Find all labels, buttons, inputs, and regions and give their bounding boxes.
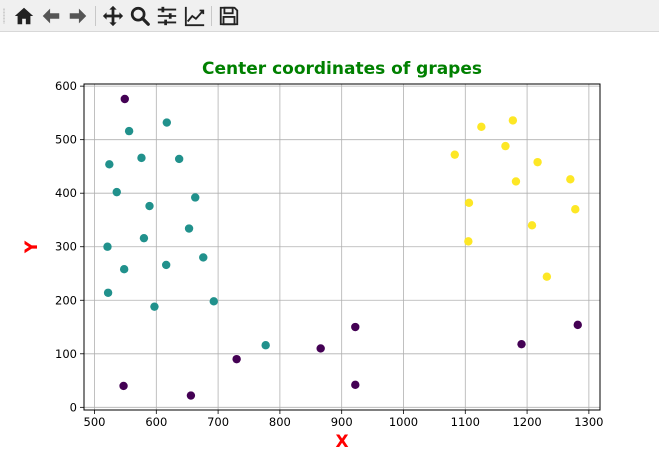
toolbar-separator	[95, 6, 96, 26]
y-tick-label: 100	[55, 347, 77, 361]
scatter-point	[162, 118, 172, 127]
x-tick-label: 700	[207, 415, 229, 429]
scatter-point	[184, 224, 194, 233]
scatter-point	[119, 265, 129, 274]
scatter-point	[450, 150, 459, 159]
scatter-point	[316, 344, 325, 353]
scatter-point	[124, 126, 134, 136]
scatter-point	[209, 297, 218, 306]
navigation-toolbar	[0, 0, 659, 32]
y-tick-label: 300	[55, 240, 77, 254]
x-tick-label: 500	[84, 415, 106, 429]
x-tick-label: 1200	[512, 415, 541, 429]
x-tick-label: 600	[145, 415, 167, 429]
toolbar-grip[interactable]	[3, 8, 5, 24]
line-chart-icon	[184, 6, 205, 27]
home-icon	[14, 7, 34, 25]
y-tick-label: 200	[55, 293, 77, 307]
scatter-points	[103, 94, 582, 400]
scatter-point	[191, 193, 200, 202]
magnifier-icon	[130, 6, 150, 26]
scatter-point	[112, 187, 121, 197]
scatter-point	[566, 175, 575, 184]
scatter-point	[261, 341, 270, 350]
scatter-point	[542, 272, 552, 281]
figure-canvas[interactable]: 500 600 700 800 900 1000 1100 1200 1300 0 100 200 30…	[0, 32, 659, 455]
scatter-point	[511, 177, 521, 186]
home-button[interactable]	[12, 4, 36, 28]
scatter-point	[150, 302, 159, 311]
scatter-point	[517, 339, 526, 349]
sliders-icon	[157, 6, 177, 26]
scatter-point	[508, 116, 518, 125]
scatter-point	[533, 157, 542, 167]
edit-axes-button[interactable]	[183, 4, 207, 28]
x-tick-label: 1300	[574, 415, 603, 429]
toolbar-separator	[211, 6, 212, 26]
grid	[84, 84, 600, 410]
scatter-point	[501, 141, 510, 151]
scatter-point	[477, 122, 486, 132]
scatter-point	[103, 288, 113, 297]
scatter-point	[145, 201, 154, 211]
x-tick-label: 900	[331, 415, 353, 429]
scatter-point	[527, 221, 537, 230]
scatter-point	[105, 160, 114, 169]
scatter-point	[186, 391, 196, 400]
scatter-point	[174, 154, 184, 164]
scatter-point	[571, 205, 580, 214]
forward-button[interactable]	[66, 4, 90, 28]
y-tick-label: 400	[55, 186, 77, 200]
pan-button[interactable]	[101, 4, 125, 28]
scatter-chart: 500 600 700 800 900 1000 1100 1200 1300 0 100 200 30…	[22, 59, 604, 452]
y-tick-label: 500	[55, 133, 77, 147]
scatter-point	[119, 381, 128, 391]
scatter-point	[103, 242, 112, 251]
x-axis-label: X	[335, 432, 348, 452]
scatter-point	[161, 260, 171, 270]
y-axis-label: Y	[22, 240, 42, 254]
scatter-point	[137, 153, 146, 163]
scatter-point	[464, 198, 474, 208]
scatter-point	[464, 237, 473, 246]
back-button[interactable]	[39, 4, 63, 28]
scatter-point	[120, 94, 129, 104]
axis-ticks: 500 600 700 800 900 1000 1100 1200 1300 0 100 200 30…	[55, 79, 603, 429]
floppy-disk-icon	[219, 6, 239, 26]
x-tick-label: 800	[269, 415, 291, 429]
scatter-point	[573, 320, 582, 330]
scatter-point	[139, 233, 149, 243]
x-tick-label: 1100	[451, 415, 480, 429]
scatter-point	[232, 354, 241, 364]
scatter-point	[351, 322, 360, 332]
chart-title: Center coordinates of grapes	[202, 59, 482, 79]
scatter-point	[199, 253, 208, 262]
y-tick-label: 600	[55, 79, 77, 93]
x-tick-label: 1000	[389, 415, 418, 429]
move-icon	[102, 5, 124, 27]
save-button[interactable]	[217, 4, 241, 28]
scatter-point	[351, 380, 360, 390]
zoom-button[interactable]	[128, 4, 152, 28]
arrow-left-icon	[42, 8, 60, 24]
configure-subplots-button[interactable]	[155, 4, 179, 28]
y-tick-label: 0	[70, 400, 77, 414]
arrow-right-icon	[69, 8, 87, 24]
